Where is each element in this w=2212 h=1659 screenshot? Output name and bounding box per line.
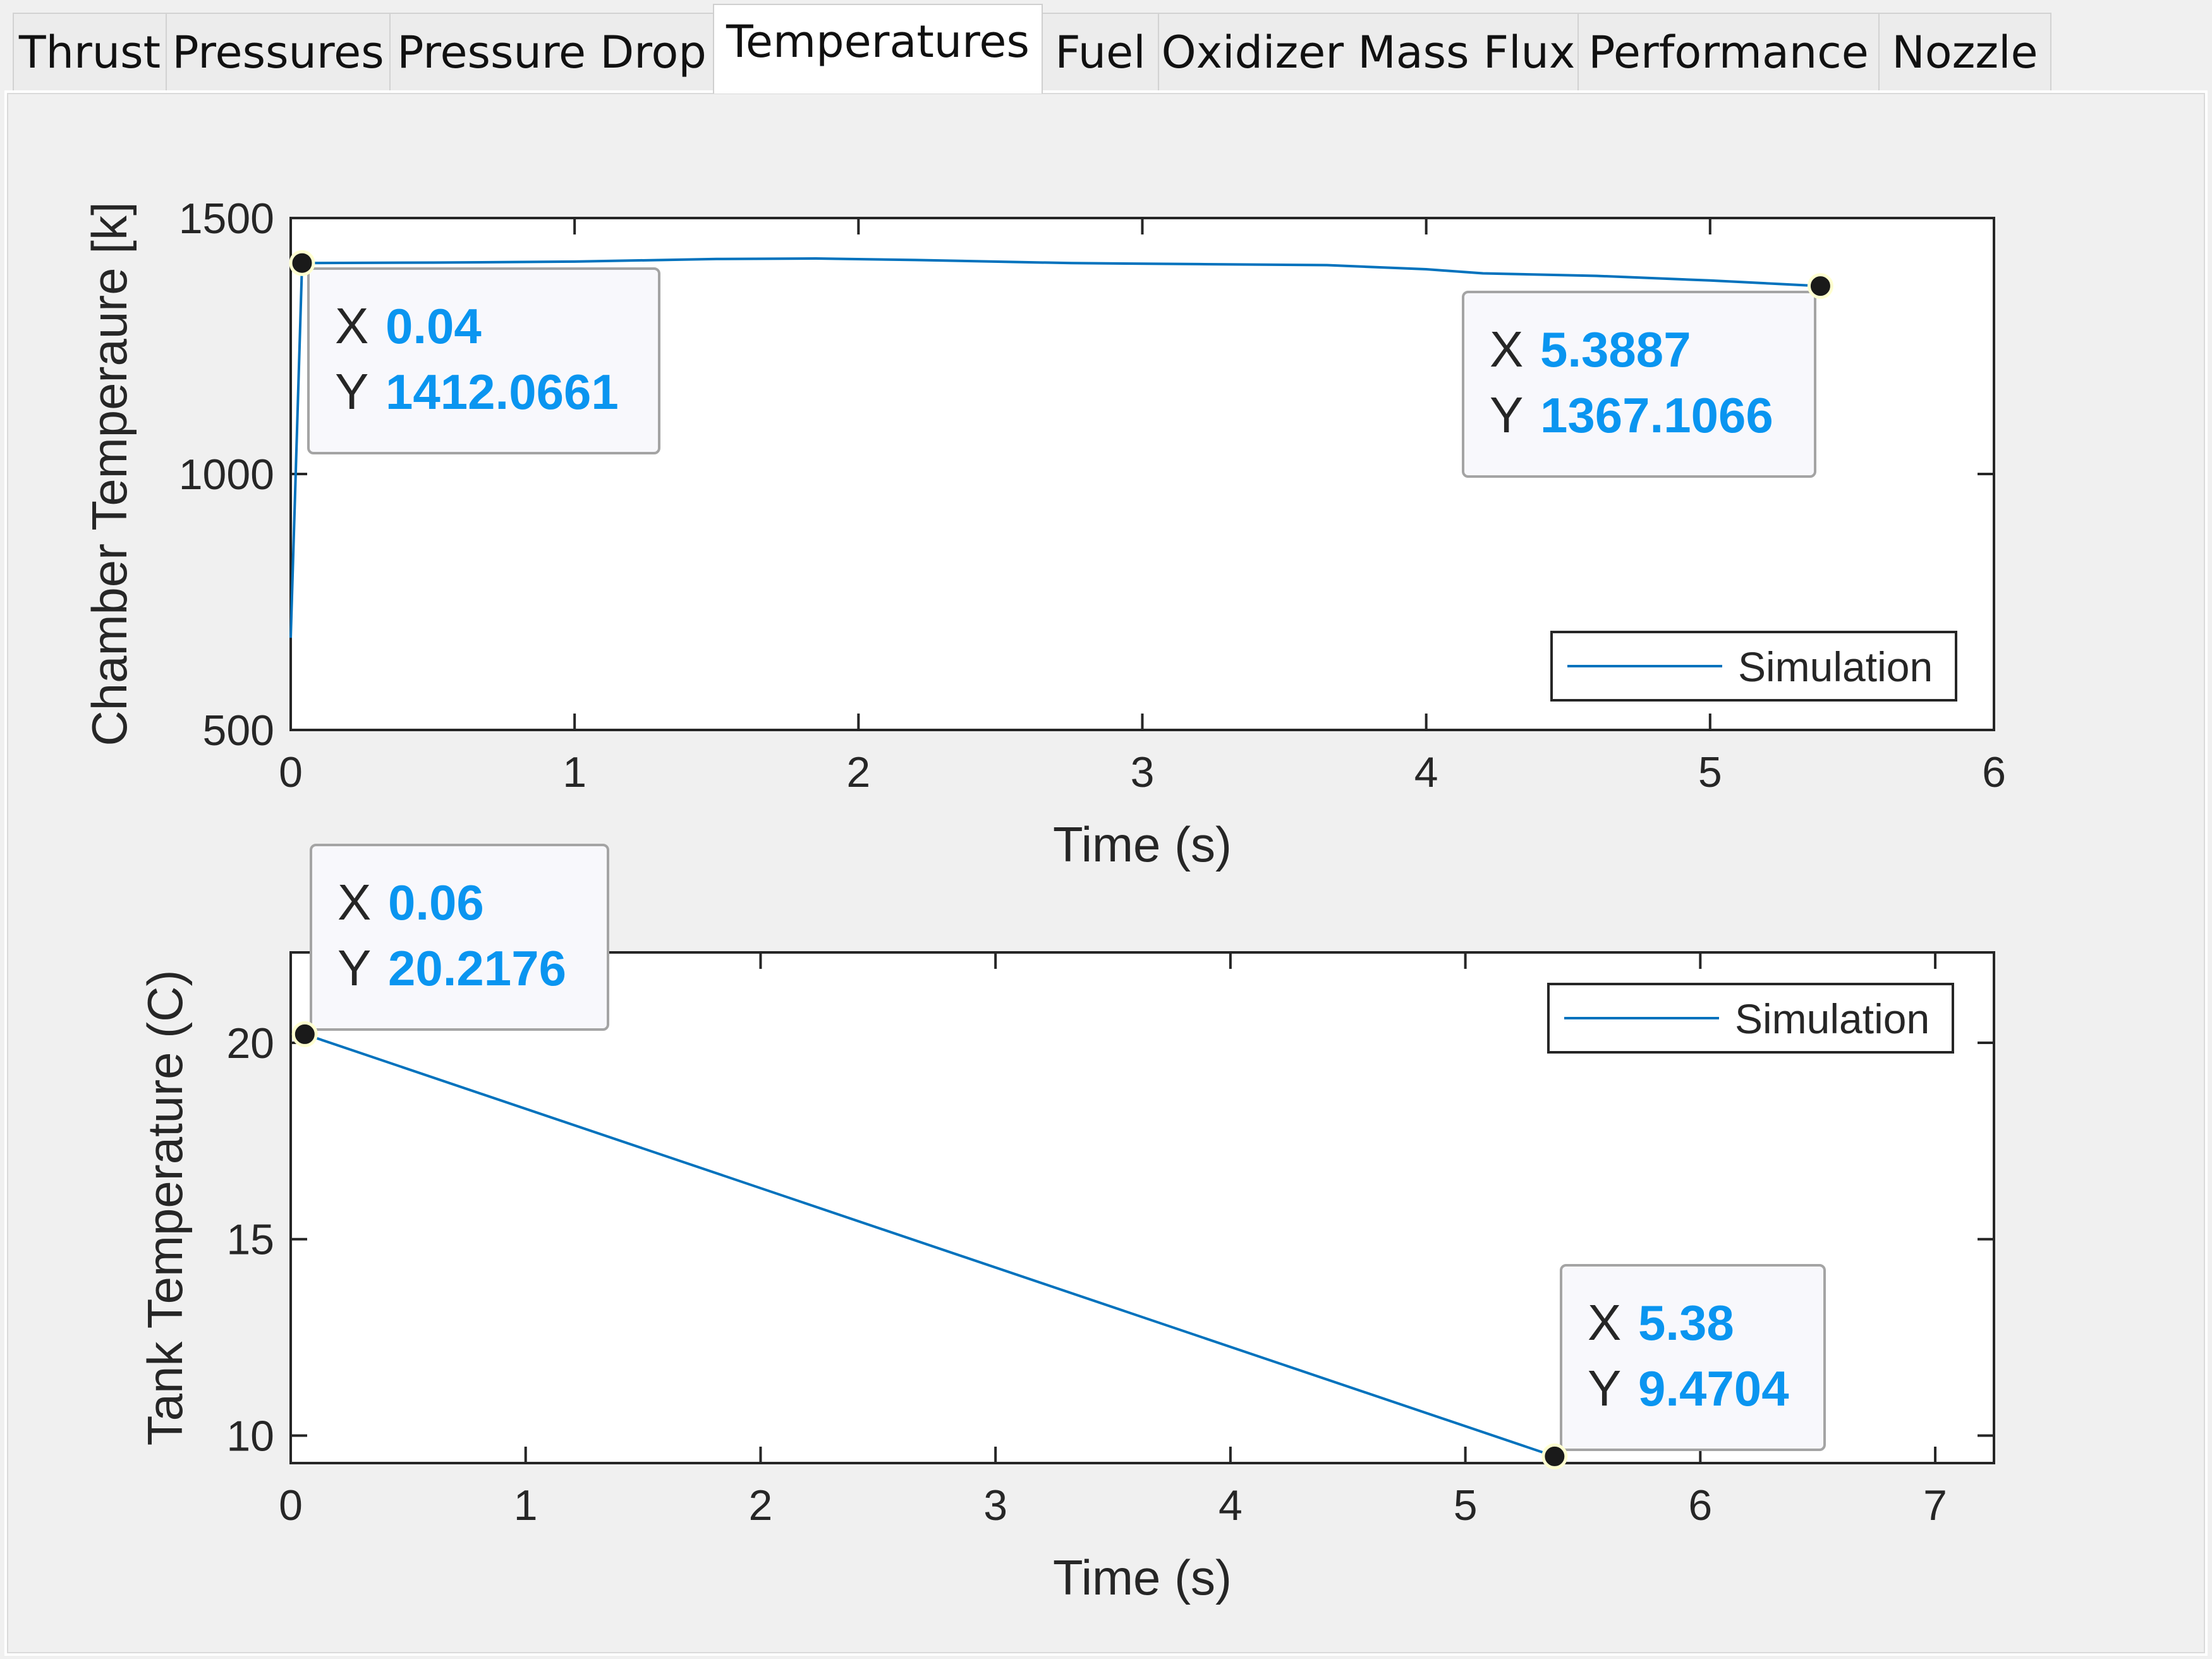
datatip-x-letter: X: [335, 298, 368, 354]
y-tick-label: 10: [226, 1412, 274, 1460]
legend: Simulation: [1550, 631, 1957, 702]
datatip-y-letter: Y: [1490, 387, 1523, 443]
x-tick-label: 0: [279, 1481, 303, 1529]
datatip-y-value: 20.2176: [388, 940, 566, 996]
tab-nozzle[interactable]: Nozzle: [1878, 13, 2051, 91]
x-tick-label: 1: [562, 748, 586, 796]
datatip-marker: [289, 250, 315, 276]
datatip-marker: [1807, 273, 1833, 300]
tab-performance[interactable]: Performance: [1577, 13, 1880, 91]
datatip-y-value: 1412.0661: [386, 364, 619, 420]
x-tick-label: 5: [1698, 748, 1722, 796]
tab-label: Fuel: [1055, 27, 1146, 78]
x-axis-label: Time (s): [1053, 817, 1232, 872]
x-tick-label: 0: [279, 748, 303, 796]
y-tick-label: 500: [203, 707, 274, 755]
tab-label: Nozzle: [1892, 27, 2038, 78]
series-line-simulation: [289, 257, 1821, 638]
datatip: X 0.04 Y 1412.0661: [289, 250, 660, 454]
datatip-x-value: 0.04: [386, 298, 482, 354]
tab-bar: Thrust Pressures Pressure Drop Temperatu…: [0, 0, 2212, 94]
datatip: X 0.06 Y 20.2176: [291, 844, 609, 1047]
x-tick-label: 1: [514, 1481, 538, 1529]
tab-fuel[interactable]: Fuel: [1042, 13, 1159, 91]
tab-pressures[interactable]: Pressures: [166, 13, 391, 91]
tab-label: Pressure Drop: [397, 27, 707, 78]
y-tick-label: 20: [226, 1019, 274, 1067]
x-tick-label: 2: [846, 748, 870, 796]
datatip-y-value: 1367.1066: [1540, 387, 1773, 443]
datatip-box: [1560, 1264, 1826, 1451]
datatip-x-value: 5.38: [1638, 1295, 1734, 1351]
x-tick-label: 2: [749, 1481, 773, 1529]
series-line-simulation: [304, 1033, 1555, 1458]
tank-temperature-axes: 0 1 2 3 4 5 6 7 10 15 20 Time (s) Tank Temperature (…: [137, 844, 1995, 1605]
tab-label: Thrust: [18, 27, 161, 78]
tab-label: Oxidizer Mass Flux: [1161, 27, 1576, 78]
datatip-x-letter: X: [337, 874, 371, 930]
datatip-y-value: 9.4704: [1638, 1361, 1789, 1416]
y-tick-label: 15: [226, 1216, 274, 1264]
panel-border: [7, 93, 2205, 1653]
tab-temperatures[interactable]: Temperatures: [713, 4, 1043, 94]
datatip-box: [310, 844, 609, 1031]
tab-pressure-drop[interactable]: Pressure Drop: [389, 13, 714, 91]
x-tick-label: 6: [1688, 1481, 1712, 1529]
tab-label: Temperatures: [726, 16, 1030, 68]
chamber-temperature-axes: 0 1 2 3 4 5 6 500 1000 1500 Time (s) Chamber Temper…: [82, 195, 2006, 872]
y-axis-label: Chamber Temperaure [k]: [82, 202, 137, 746]
datatip-marker: [1541, 1443, 1568, 1469]
x-tick-label: 3: [983, 1481, 1007, 1529]
datatip-x-letter: X: [1588, 1294, 1621, 1351]
x-tick-label: 4: [1414, 748, 1438, 796]
tab-thrust[interactable]: Thrust: [13, 13, 167, 91]
tab-label: Pressures: [172, 27, 384, 78]
legend-label: Simulation: [1735, 995, 1929, 1042]
datatip: X 5.38 Y 9.4704: [1541, 1264, 1826, 1469]
datatip-box: [1462, 291, 1816, 478]
x-tick-label: 5: [1454, 1481, 1478, 1529]
y-tick-label: 1000: [179, 451, 274, 499]
x-tick-label: 6: [1982, 748, 2006, 796]
datatip-y-letter: Y: [335, 363, 368, 420]
legend: Simulation: [1547, 983, 1954, 1054]
y-axis-label: Tank Temperature (C): [137, 970, 193, 1446]
datatip-x-value: 0.06: [388, 875, 484, 930]
x-tick-label: 3: [1131, 748, 1155, 796]
datatip-y-letter: Y: [1588, 1360, 1621, 1416]
x-tick-label: 7: [1923, 1481, 1947, 1529]
datatip: X 5.3887 Y 1367.1066: [1462, 273, 1833, 478]
datatip-marker: [291, 1021, 318, 1047]
x-tick-label: 4: [1218, 1481, 1243, 1529]
y-tick-label: 1500: [179, 195, 274, 243]
datatip-x-value: 5.3887: [1540, 322, 1691, 377]
tab-oxidizer-mass-flux[interactable]: Oxidizer Mass Flux: [1158, 13, 1579, 91]
tab-label: Performance: [1588, 27, 1869, 78]
datatip-y-letter: Y: [337, 940, 371, 996]
legend-label: Simulation: [1738, 643, 1933, 690]
x-axis-label: Time (s): [1053, 1550, 1232, 1605]
datatip-x-letter: X: [1490, 321, 1523, 377]
datatip-box: [307, 267, 660, 454]
